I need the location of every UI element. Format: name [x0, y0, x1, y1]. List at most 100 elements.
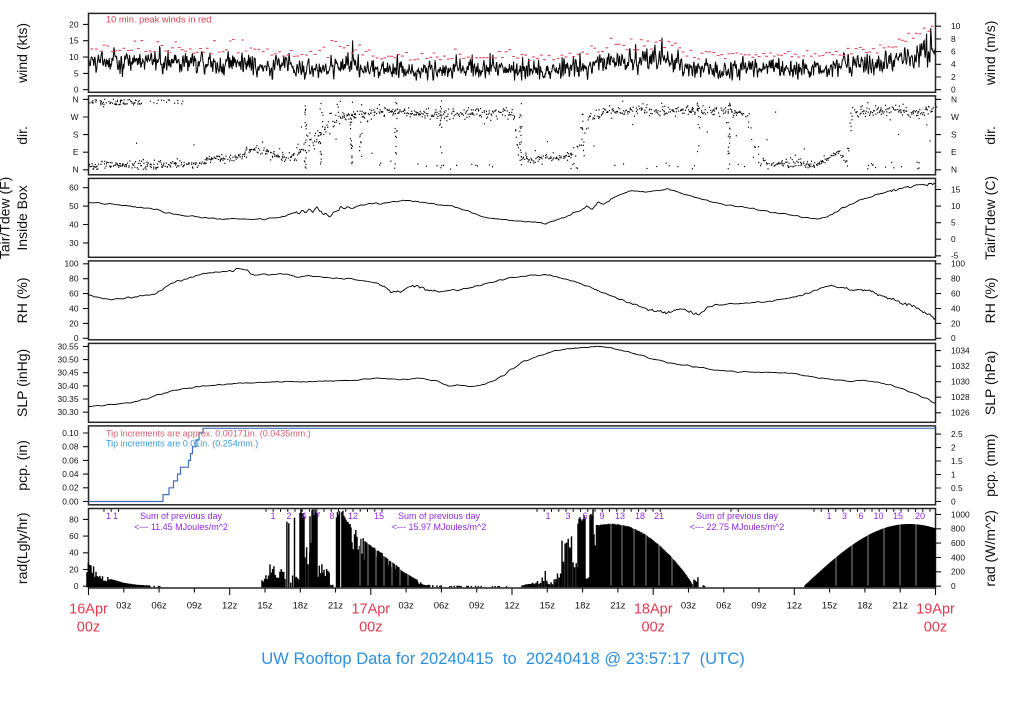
svg-text:03z: 03z — [116, 601, 132, 612]
svg-text:18z: 18z — [857, 601, 873, 612]
svg-text:21z: 21z — [328, 601, 344, 612]
svg-text:0: 0 — [951, 234, 956, 244]
svg-text:5: 5 — [74, 68, 79, 78]
svg-text:30.40: 30.40 — [58, 381, 79, 391]
svg-text:wind (kts): wind (kts) — [14, 23, 30, 84]
svg-text:4: 4 — [301, 511, 306, 521]
svg-text:00z: 00z — [924, 620, 947, 636]
svg-text:SLP (hPa): SLP (hPa) — [982, 351, 998, 415]
svg-text:21: 21 — [654, 511, 664, 521]
svg-text:12z: 12z — [222, 601, 238, 612]
svg-text:2.5: 2.5 — [951, 429, 963, 439]
svg-text:1: 1 — [826, 511, 831, 521]
svg-text:1000: 1000 — [951, 509, 970, 519]
svg-text:12z: 12z — [504, 601, 520, 612]
svg-text:wind (m/s): wind (m/s) — [982, 21, 998, 87]
svg-text:09z: 09z — [469, 601, 485, 612]
svg-text:80: 80 — [69, 274, 79, 284]
svg-text:1.5: 1.5 — [951, 456, 963, 466]
svg-text:6: 6 — [951, 47, 956, 57]
svg-text:0.00: 0.00 — [62, 496, 79, 506]
svg-text:20: 20 — [69, 19, 79, 29]
svg-text:20: 20 — [69, 318, 79, 328]
svg-text:Inside Box: Inside Box — [14, 185, 30, 250]
svg-text:N: N — [72, 94, 78, 104]
svg-text:<--- 15.97 MJoules/m^2: <--- 15.97 MJoules/m^2 — [392, 522, 487, 532]
svg-text:800: 800 — [951, 524, 965, 534]
svg-text:09z: 09z — [187, 601, 203, 612]
svg-text:<--- 11.45 MJoules/m^2: <--- 11.45 MJoules/m^2 — [134, 522, 228, 532]
svg-text:rad(Lgly/hr): rad(Lgly/hr) — [14, 513, 30, 585]
svg-text:1: 1 — [270, 511, 275, 521]
svg-text:dir.: dir. — [982, 126, 998, 145]
svg-text:06z: 06z — [151, 601, 167, 612]
svg-text:6: 6 — [858, 511, 863, 521]
svg-text:0: 0 — [951, 333, 956, 343]
svg-text:0.06: 0.06 — [62, 455, 79, 465]
svg-text:1: 1 — [545, 511, 550, 521]
svg-text:10: 10 — [69, 52, 79, 62]
svg-text:rad (W/m^2): rad (W/m^2) — [982, 510, 998, 587]
svg-text:0.10: 0.10 — [62, 428, 79, 438]
svg-text:80: 80 — [951, 274, 961, 284]
svg-text:18z: 18z — [575, 601, 591, 612]
svg-text:-5: -5 — [951, 251, 959, 261]
svg-text:0.08: 0.08 — [62, 442, 79, 452]
svg-text:pcp. (mm): pcp. (mm) — [982, 434, 998, 497]
svg-text:15: 15 — [893, 511, 903, 521]
svg-text:8: 8 — [329, 511, 334, 521]
svg-text:10: 10 — [951, 21, 961, 31]
svg-text:21z: 21z — [893, 601, 909, 612]
svg-text:1026: 1026 — [951, 408, 970, 418]
svg-text:16Apr: 16Apr — [69, 602, 108, 618]
svg-text:40: 40 — [69, 303, 79, 313]
svg-text:0.5: 0.5 — [951, 483, 963, 493]
svg-text:N: N — [951, 94, 957, 104]
svg-text:<--- 22.75 MJoules/m^2: <--- 22.75 MJoules/m^2 — [690, 522, 785, 532]
svg-text:60: 60 — [69, 289, 79, 299]
svg-text:1: 1 — [113, 511, 118, 521]
svg-text:9: 9 — [599, 511, 604, 521]
svg-text:7: 7 — [315, 511, 320, 521]
svg-text:19Apr: 19Apr — [916, 602, 955, 618]
svg-text:1028: 1028 — [951, 392, 970, 402]
svg-text:3: 3 — [565, 511, 570, 521]
svg-text:40: 40 — [69, 548, 79, 558]
svg-text:1: 1 — [951, 469, 956, 479]
svg-text:0.02: 0.02 — [62, 483, 79, 493]
svg-text:E: E — [73, 147, 79, 157]
svg-text:15z: 15z — [540, 601, 556, 612]
svg-text:60: 60 — [951, 289, 961, 299]
svg-text:09z: 09z — [751, 601, 767, 612]
svg-text:Tip increments are 0.01in. (0.: Tip increments are 0.01in. (0.254mm.) — [106, 439, 258, 449]
svg-text:2: 2 — [286, 511, 291, 521]
svg-text:15: 15 — [951, 184, 961, 194]
svg-text:30.50: 30.50 — [58, 355, 79, 365]
svg-text:30.45: 30.45 — [58, 368, 79, 378]
svg-text:0: 0 — [74, 85, 79, 95]
svg-text:06z: 06z — [716, 601, 732, 612]
svg-text:20: 20 — [69, 564, 79, 574]
svg-text:100: 100 — [951, 259, 965, 269]
svg-text:2: 2 — [951, 72, 956, 82]
svg-text:0: 0 — [951, 496, 956, 506]
svg-text:S: S — [951, 130, 957, 140]
svg-text:18: 18 — [635, 511, 645, 521]
svg-text:Sum of previous day: Sum of previous day — [696, 511, 779, 521]
svg-text:N: N — [951, 165, 957, 175]
svg-text:0.04: 0.04 — [62, 469, 79, 479]
svg-text:6: 6 — [582, 511, 587, 521]
svg-text:40: 40 — [69, 219, 79, 229]
svg-text:UW Rooftop Data for 20240415: UW Rooftop Data for 20240415 to 20240418… — [261, 649, 745, 668]
svg-text:8: 8 — [951, 34, 956, 44]
svg-text:1: 1 — [106, 511, 111, 521]
svg-text:200: 200 — [951, 567, 965, 577]
svg-text:20: 20 — [951, 318, 961, 328]
svg-text:03z: 03z — [398, 601, 414, 612]
svg-text:15: 15 — [69, 36, 79, 46]
svg-text:Sum of previous day: Sum of previous day — [140, 511, 223, 521]
svg-text:03z: 03z — [681, 601, 697, 612]
svg-text:1034: 1034 — [951, 346, 970, 356]
svg-text:600: 600 — [951, 538, 965, 548]
svg-text:15: 15 — [374, 511, 384, 521]
